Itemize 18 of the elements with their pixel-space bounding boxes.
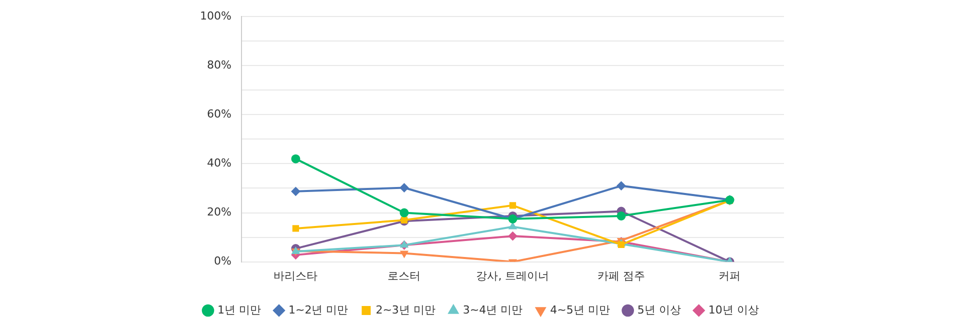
x-tick-label: 강사, 트레이너 [476, 269, 550, 282]
y-tick-label: 40% [206, 156, 232, 170]
y-tick-label: 60% [206, 108, 232, 121]
legend-label: 1년 미만 [218, 303, 261, 316]
legend-label: 5년 이상 [637, 303, 681, 316]
legend-label: 4~5년 미만 [550, 303, 610, 316]
legend-label: 10년 이상 [708, 303, 759, 316]
y-tick-label: 0% [214, 254, 232, 268]
y-tick-label: 100% [200, 9, 232, 22]
x-tick-label: 바리스타 [274, 269, 318, 282]
y-tick-label: 20% [206, 206, 232, 219]
x-tick-label: 카페 점주 [597, 269, 645, 282]
y-tick-label: 80% [206, 58, 232, 72]
legend-label: 1~2년 미만 [288, 303, 348, 316]
x-tick-label: 로스터 [388, 269, 421, 282]
x-tick-label: 커퍼 [718, 269, 741, 282]
legend-label: 2~3년 미만 [376, 303, 436, 316]
legend-label: 3~4년 미만 [462, 303, 523, 316]
